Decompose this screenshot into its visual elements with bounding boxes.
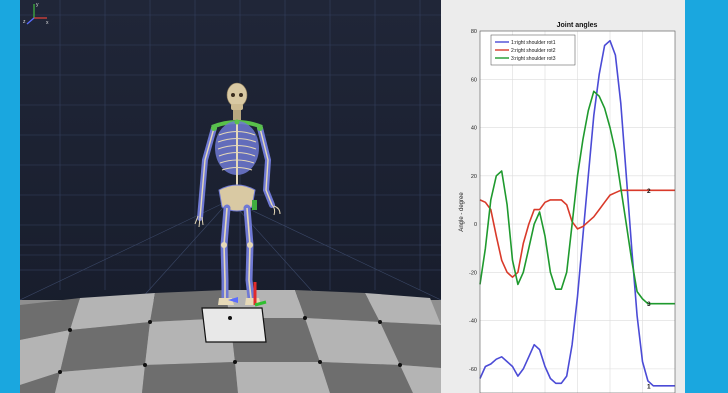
checkered-floor bbox=[20, 290, 441, 393]
y-tick-label: -40 bbox=[469, 319, 477, 325]
left-edge-panel bbox=[0, 0, 20, 393]
gizmo-axis-green bbox=[254, 300, 267, 307]
axis-triad-icon: y x z bbox=[23, 2, 49, 26]
3d-scene[interactable]: y x z bbox=[20, 0, 441, 393]
axis-y-label: y bbox=[36, 2, 39, 8]
series-lines bbox=[479, 39, 675, 387]
series-end-label-3: 3 bbox=[647, 301, 651, 308]
axes-frame bbox=[479, 30, 676, 393]
legend-entry-1: 1:right shoulder rot1 bbox=[511, 40, 556, 46]
joint-angles-chart: 80 60 40 20 0 -20 -40 -60 1 2 3 Joint angles Angl… bbox=[441, 0, 685, 393]
axis-z-label: z bbox=[23, 19, 26, 25]
chart-title: Joint angles bbox=[557, 22, 598, 29]
y-tick-label: 40 bbox=[471, 126, 477, 132]
y-tick-label: 80 bbox=[471, 29, 477, 35]
y-tick-label: 0 bbox=[474, 222, 477, 228]
series-line-3 bbox=[479, 90, 675, 305]
y-axis-label: Angle - degree bbox=[459, 192, 465, 232]
y-tick-label: 60 bbox=[471, 77, 477, 83]
series-end-labels: 1 2 3 bbox=[647, 188, 651, 390]
3d-viewport[interactable]: y x z bbox=[20, 0, 441, 393]
series-line-1 bbox=[479, 39, 675, 387]
y-tick-label: -20 bbox=[469, 270, 477, 276]
chart-legend: 1:right shoulder rot1 2:right shoulder ro… bbox=[490, 34, 576, 66]
legend-entry-3: 3:right shoulder rot3 bbox=[511, 56, 556, 62]
right-edge-panel bbox=[685, 0, 728, 393]
legend-entry-2: 2:right shoulder rot2 bbox=[511, 48, 556, 54]
axis-x-label: x bbox=[46, 20, 49, 26]
chart-grid bbox=[480, 30, 675, 393]
joint-angles-plot-panel: 80 60 40 20 0 -20 -40 -60 1 2 3 Joint angles Angl… bbox=[441, 0, 685, 393]
series-end-label-1: 1 bbox=[647, 383, 651, 390]
skeleton-model[interactable] bbox=[194, 82, 281, 307]
back-wall-grid bbox=[20, 0, 441, 290]
y-tick-labels: 80 60 40 20 0 -20 -40 -60 bbox=[469, 29, 477, 373]
series-end-label-2: 2 bbox=[647, 188, 651, 195]
y-tick-label: 20 bbox=[471, 174, 477, 180]
y-tick-label: -60 bbox=[469, 367, 477, 373]
floor-grid bbox=[20, 199, 441, 301]
series-line-2 bbox=[479, 189, 675, 278]
